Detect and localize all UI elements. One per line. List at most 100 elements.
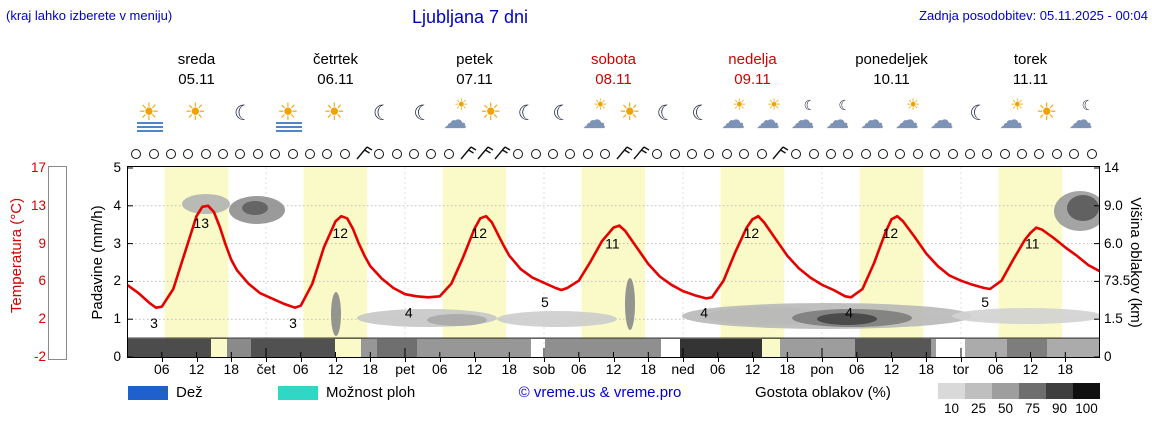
fog-lines-icon	[137, 120, 164, 134]
svg-text:4: 4	[405, 304, 413, 320]
day-icons: ☾ ☀ ☁ ☀ ☁ ☾ ☁	[683, 94, 822, 140]
time-tick-mark	[544, 358, 545, 362]
wind-calm-icon	[270, 149, 281, 159]
wind-calm-icon	[391, 149, 402, 159]
day-icons: ☾ ☀ ☁ ☀ ☾	[405, 94, 544, 140]
time-tick-mark	[578, 358, 580, 362]
moon-glyph: ☾	[372, 102, 392, 125]
wind-calm-icon	[409, 149, 420, 159]
time-tick-label: 18	[918, 361, 935, 377]
wind-barb-icon	[353, 144, 373, 167]
time-tick-label: čet	[256, 361, 276, 377]
sun-icon: ☀	[1032, 97, 1064, 137]
temp-tick: 2	[38, 311, 46, 327]
precip-tick: 3	[113, 235, 121, 251]
sun-icon: ☀	[180, 97, 212, 137]
wind-calm-icon	[721, 149, 732, 159]
time-tick-label: 18	[501, 361, 518, 377]
wind-calm-icon	[756, 149, 767, 159]
day-date: 10.11	[873, 71, 910, 89]
time-tick-label: 18	[1057, 361, 1074, 377]
time-tick-label: tor	[952, 361, 970, 377]
cloud-glyph: ☁	[582, 107, 607, 134]
moon-icon: ☾	[227, 97, 259, 137]
wind-calm-icon	[999, 149, 1010, 159]
moon-glyph: ☾	[838, 97, 851, 113]
svg-text:5: 5	[541, 294, 549, 310]
time-tick-mark	[196, 358, 198, 362]
sun-glyph: ☀	[184, 99, 206, 126]
time-tick-label: 06	[570, 361, 587, 377]
wind-calm-icon	[426, 149, 437, 159]
wind-calm-icon	[218, 149, 229, 159]
precip-tick: 5	[113, 160, 121, 175]
wind-calm-icon	[530, 149, 541, 159]
wind-calm-icon	[652, 149, 663, 159]
density-tick-label: 25	[970, 401, 987, 416]
time-tick-mark	[856, 358, 858, 362]
day-name: sreda	[177, 51, 216, 68]
cloud-axis-label: Višina oblakov (km)	[1127, 197, 1144, 328]
svg-text:4: 4	[700, 304, 708, 320]
wind-calm-icon	[1017, 149, 1028, 159]
day-date: 05.11	[178, 71, 215, 89]
wind-calm-icon	[374, 149, 385, 159]
menu-hint: (kraj lahko izberete v meniju)	[6, 8, 173, 23]
wind-calm-icon	[548, 149, 559, 159]
time-tick-label: 12	[466, 361, 483, 377]
precip-tick: 1	[113, 311, 121, 327]
wind-calm-icon	[235, 149, 246, 159]
wind-barb-icon	[474, 144, 494, 167]
time-tick-label: 12	[188, 361, 205, 377]
copyright-link[interactable]: © vreme.us & vreme.pro	[518, 384, 682, 401]
time-tick-label: 06	[153, 361, 170, 377]
time-tick-mark	[300, 358, 302, 362]
day-icons: ☾ ☁ ☁ ☀ ☁ ☁	[822, 94, 961, 140]
wind-calm-icon	[878, 149, 889, 159]
time-tick-label: 18	[779, 361, 796, 377]
wind-calm-icon	[322, 149, 333, 159]
moon-icon: ☾	[406, 97, 438, 137]
sun-glyph: ☀	[905, 97, 921, 114]
cloud-glyph: ☁	[860, 107, 885, 134]
time-tick-mark	[961, 358, 962, 362]
precip-tick: 2	[113, 273, 121, 289]
svg-text:12: 12	[332, 225, 348, 241]
cloud-glyph: ☁	[894, 107, 919, 134]
cloud-tick: 9.0	[1104, 197, 1123, 213]
wind-calm-icon	[582, 149, 593, 159]
cloud-glyph: ☁	[825, 107, 850, 134]
moon-icon: ☾	[684, 97, 716, 137]
time-tick-mark	[822, 358, 823, 362]
time-tick-mark	[161, 358, 163, 362]
wind-calm-icon	[565, 149, 576, 159]
sun-glyph: ☀	[1035, 99, 1058, 126]
wind-calm-icon	[600, 149, 611, 159]
density-swatch	[1019, 383, 1046, 399]
sun-icon: ☀	[319, 97, 351, 137]
day-name: četrtek	[312, 51, 358, 68]
wind-calm-icon	[687, 149, 698, 159]
wind-calm-icon	[1069, 149, 1080, 159]
cloudsun-icon: ☀ ☁	[997, 97, 1029, 137]
svg-text:5: 5	[981, 294, 989, 310]
time-tick-label: 12	[744, 361, 761, 377]
time-tick-label: 06	[292, 361, 309, 377]
cloud-glyph: ☁	[755, 107, 780, 134]
day-header: četrtek 06.11	[266, 50, 405, 91]
moon-icon: ☾	[650, 97, 682, 137]
cloudmoon-icon: ☾ ☁	[823, 97, 855, 137]
time-tick-mark	[926, 358, 928, 362]
sun-glyph: ☀	[1010, 97, 1025, 114]
cloudmoon-icon: ☾ ☁	[789, 97, 821, 137]
time-tick-mark	[613, 358, 615, 362]
cloud-icon: ☁	[858, 97, 890, 137]
precip-axis-label: Padavine (mm/h)	[89, 205, 106, 320]
temp-tick: 17	[30, 160, 46, 175]
time-tick-mark	[335, 358, 337, 362]
wind-calm-icon	[131, 149, 142, 159]
time-tick-mark	[1030, 358, 1032, 362]
moon-icon: ☾	[545, 97, 577, 137]
time-tick-mark	[231, 358, 233, 362]
